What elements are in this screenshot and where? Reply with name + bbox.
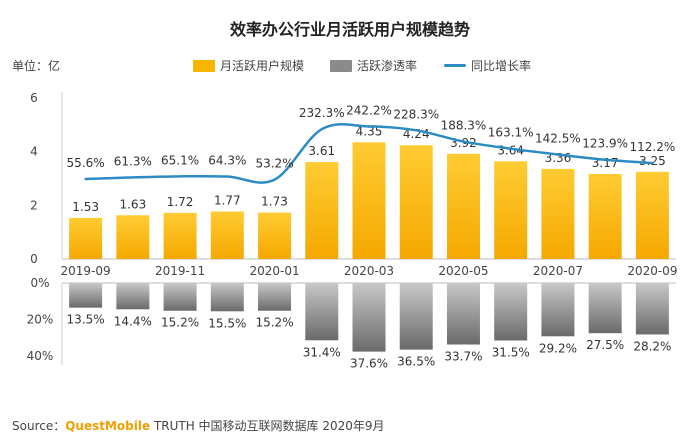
mau-bar-label: 1.53 [72, 200, 99, 214]
mau-bar-label: 1.73 [261, 195, 288, 209]
penetration-bar-label: 13.5% [67, 313, 105, 327]
top-y-tick-label: 6 [30, 91, 38, 105]
legend-mau: 月活跃用户规模 [193, 57, 304, 74]
legend-penetration-swatch [330, 59, 352, 72]
penetration-bar [494, 283, 528, 341]
bottom-y-tick-label: 20% [27, 313, 54, 327]
mau-bar [541, 168, 575, 259]
source-note: Source：QuestMobile TRUTH 中国移动互联网数据库 2020… [12, 417, 385, 434]
penetration-bar [446, 283, 480, 345]
penetration-bar [635, 283, 669, 335]
mau-bar [446, 153, 480, 259]
yoy-point-label: 232.3% [299, 106, 345, 120]
mau-bar-label: 1.72 [167, 195, 194, 209]
penetration-bar-label: 29.2% [539, 341, 577, 355]
source-rest: TRUTH 中国移动互联网数据库 2020年9月 [150, 419, 385, 433]
mau-bar [399, 145, 433, 259]
yoy-point-label: 123.9% [582, 137, 628, 151]
top-y-tick-label: 0 [30, 252, 38, 266]
penetration-bar [69, 283, 103, 308]
yoy-point-label: 188.3% [441, 119, 487, 133]
penetration-bar [541, 283, 575, 337]
source-prefix: Source： [12, 419, 66, 433]
mau-bar [635, 171, 669, 259]
yoy-point-label: 61.3% [114, 154, 152, 168]
mau-bar-label: 1.77 [214, 194, 241, 208]
penetration-bar [210, 283, 244, 312]
penetration-bar-label: 31.5% [492, 345, 530, 359]
penetration-bar-label: 15.2% [255, 316, 293, 330]
bottom-y-tick-label: 40% [27, 349, 54, 363]
x-tick-label: 2019-11 [155, 264, 205, 278]
mau-bar [69, 217, 103, 259]
penetration-bar-label: 36.5% [397, 355, 435, 369]
penetration-bar-label: 15.2% [161, 316, 199, 330]
mau-bar [494, 161, 528, 259]
penetration-bar [258, 283, 292, 311]
mau-bar [588, 173, 622, 259]
mau-bar-label: 1.63 [119, 197, 146, 211]
x-tick-label: 2019-09 [61, 264, 111, 278]
chart-title: 效率办公行业月活跃用户规模趋势 [229, 20, 470, 39]
penetration-bar [399, 283, 433, 350]
mau-bar-label: 3.61 [308, 144, 335, 158]
yoy-point-label: 65.1% [161, 153, 199, 167]
legend-yoy-label: 同比增长率 [471, 59, 532, 73]
mau-bar [163, 212, 197, 259]
yoy-point-label: 228.3% [393, 107, 439, 121]
legend-penetration-label: 活跃渗透率 [357, 59, 418, 73]
mau-bar-label: 3.25 [639, 154, 666, 168]
mau-bar [116, 215, 150, 259]
mau-bar-label: 4.35 [356, 124, 383, 138]
mau-bar [305, 162, 339, 259]
yoy-point-label: 163.1% [488, 126, 534, 140]
legend-mau-label: 月活跃用户规模 [220, 59, 305, 73]
x-tick-label: 2020-07 [533, 264, 583, 278]
penetration-bar-label: 37.6% [350, 357, 388, 371]
x-tick-label: 2020-03 [344, 264, 394, 278]
mau-bar [352, 142, 386, 259]
penetration-bar-label: 28.2% [633, 339, 671, 353]
penetration-bar-label: 33.7% [444, 350, 482, 364]
legend-mau-swatch [193, 59, 215, 72]
source-brand: QuestMobile [65, 419, 151, 433]
bottom-y-tick-label: 0% [30, 276, 49, 290]
penetration-bar [305, 283, 339, 341]
mau-bar [210, 211, 244, 259]
unit-label: 单位：亿 [12, 59, 61, 73]
yoy-point-label: 53.2% [255, 157, 293, 171]
yoy-point-label: 55.6% [67, 156, 105, 170]
x-tick-label: 2020-09 [627, 264, 677, 278]
top-y-tick-label: 4 [30, 145, 38, 159]
top-y-tick-label: 2 [30, 198, 38, 212]
penetration-bar [352, 283, 386, 352]
yoy-point-label: 242.2% [346, 103, 392, 117]
penetration-bar [588, 283, 622, 334]
legend-penetration: 活跃渗透率 [330, 57, 417, 74]
x-tick-label: 2020-01 [249, 264, 299, 278]
x-tick-label: 2020-05 [438, 264, 488, 278]
penetration-bar-label: 14.4% [114, 314, 152, 328]
yoy-point-label: 112.2% [630, 140, 676, 154]
penetration-bar [116, 283, 150, 310]
legend-yoy: 同比增长率 [444, 57, 531, 74]
penetration-bar-label: 15.5% [208, 316, 246, 330]
mau-bar [258, 212, 292, 259]
penetration-bar-label: 31.4% [303, 345, 341, 359]
yoy-point-label: 142.5% [535, 131, 581, 145]
penetration-bar [163, 283, 197, 311]
penetration-bar-label: 27.5% [586, 338, 624, 352]
yoy-point-label: 64.3% [208, 154, 246, 168]
legend-yoy-swatch [444, 64, 466, 67]
yoy-line [84, 123, 654, 184]
